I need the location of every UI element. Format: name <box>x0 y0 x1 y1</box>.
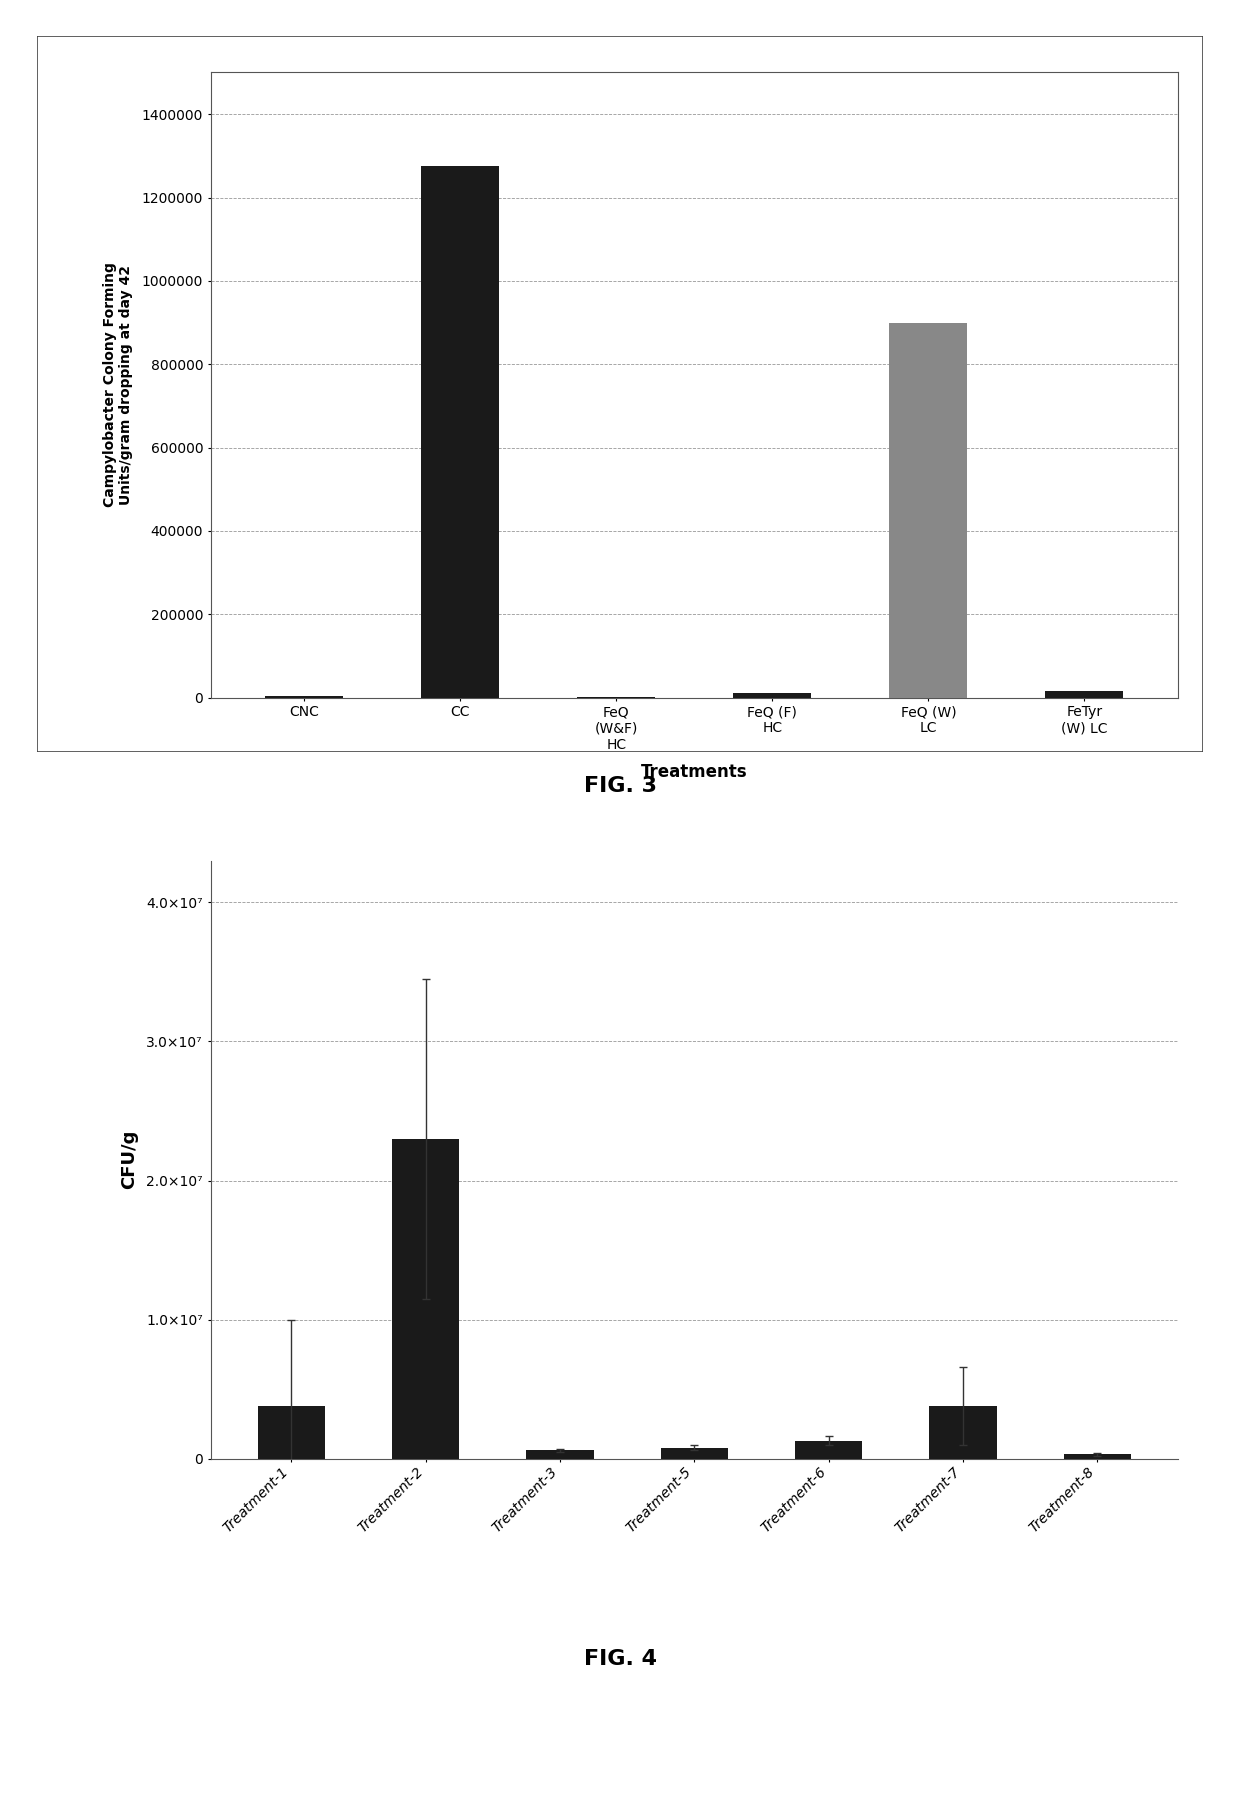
Y-axis label: CFU/g: CFU/g <box>120 1131 138 1189</box>
X-axis label: Treatments: Treatments <box>641 763 748 781</box>
Bar <box>392 1138 459 1459</box>
Bar <box>1064 1455 1131 1459</box>
Bar <box>265 696 343 698</box>
Text: FIG. 4: FIG. 4 <box>584 1649 656 1669</box>
Bar <box>1045 692 1123 698</box>
Bar <box>527 1450 594 1459</box>
Text: FIG. 3: FIG. 3 <box>584 776 656 795</box>
Bar <box>422 167 500 698</box>
Bar <box>661 1448 728 1459</box>
Bar <box>889 323 967 698</box>
Bar <box>930 1406 997 1459</box>
Bar <box>795 1441 862 1459</box>
Y-axis label: Campylobacter Colony Forming
Units/gram dropping at day 42: Campylobacter Colony Forming Units/gram … <box>103 263 134 507</box>
Bar <box>258 1406 325 1459</box>
Bar <box>733 694 811 698</box>
